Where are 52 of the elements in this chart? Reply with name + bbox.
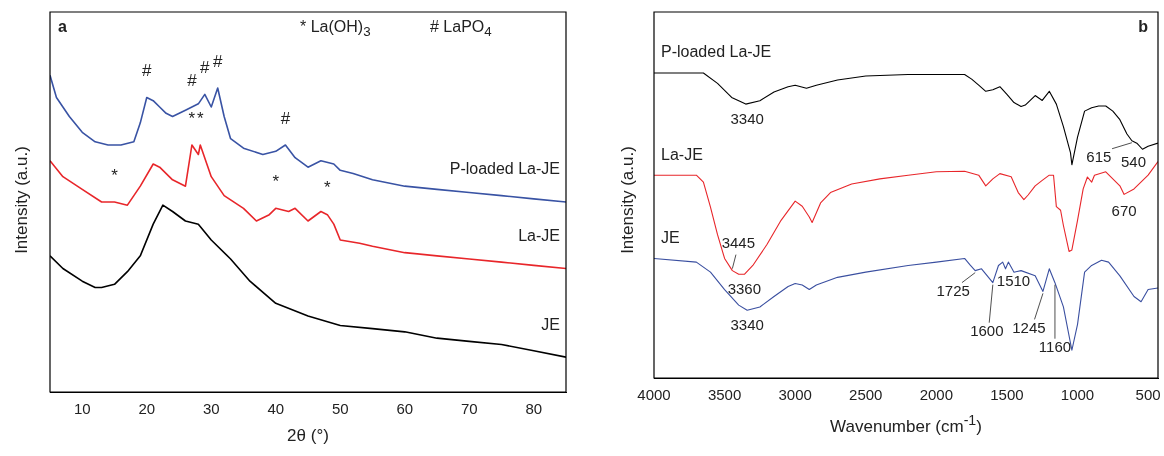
- x-axis-title: 2θ (°): [287, 426, 329, 446]
- x-tick-label: 60: [396, 400, 414, 418]
- series-label: JE: [661, 228, 680, 246]
- annotation: 615: [1086, 148, 1112, 166]
- x-tick-label: 30: [202, 400, 220, 418]
- annotation: 1600: [970, 322, 1004, 340]
- x-tick-label: 1500: [990, 386, 1024, 404]
- annotation: 1160: [1038, 338, 1072, 356]
- y-axis-title: Intensity (a.u.): [618, 146, 638, 254]
- x-tick-label: 2000: [919, 386, 954, 404]
- text: b: [1138, 18, 1148, 36]
- annotation: 1510: [996, 272, 1031, 290]
- annotation: *: [111, 165, 119, 185]
- x-axis-title: Wavenumber (cm$^{-1}$): [830, 412, 982, 437]
- x-tick-label: 3000: [778, 386, 812, 404]
- x-tick-label: 20: [138, 400, 156, 418]
- text: * La(OH)$_{3}$: [300, 18, 371, 40]
- annotation: 3340: [730, 109, 764, 127]
- x-tick-label: 1000: [1060, 386, 1095, 404]
- x-tick-label: 4000: [637, 386, 671, 404]
- annotation: #: [212, 51, 223, 71]
- annotation: 3445: [721, 234, 756, 252]
- series-label: La-JE: [661, 145, 703, 163]
- x-tick-label: 70: [460, 400, 478, 418]
- x-tick-label: 80: [525, 400, 543, 418]
- annotation: 1245: [1012, 319, 1046, 337]
- x-tick-label: 3500: [707, 386, 742, 404]
- series-label: P-loaded La-JE: [449, 160, 560, 178]
- annotation: #: [280, 108, 291, 128]
- annotation: *: [324, 178, 332, 198]
- annotation: 540: [1120, 152, 1146, 170]
- annotation: *: [272, 172, 280, 192]
- x-tick-label: 500: [1135, 386, 1161, 404]
- text: # LaPO$_{4}$: [430, 18, 492, 40]
- annotation: 1725: [936, 282, 970, 300]
- annotation: 3340: [730, 315, 764, 333]
- y-axis-title: Intensity (a.u.): [12, 146, 32, 254]
- annotation: *: [196, 108, 204, 128]
- annotation: #: [142, 61, 153, 81]
- series-label: P-loaded La-JE: [661, 43, 772, 61]
- x-tick-label: 40: [267, 400, 285, 418]
- x-tick-label: 50: [331, 400, 349, 418]
- x-tick-label: 2500: [849, 386, 883, 404]
- series-label: La-JE: [518, 226, 560, 244]
- annotation: #: [187, 70, 198, 90]
- annotation: 670: [1111, 202, 1137, 220]
- x-tick-label: 10: [73, 400, 91, 418]
- annotation: #: [200, 58, 211, 78]
- annotation: *: [188, 108, 196, 128]
- series-label: JE: [541, 315, 560, 333]
- annotation: 3360: [727, 279, 762, 297]
- text: a: [58, 18, 67, 36]
